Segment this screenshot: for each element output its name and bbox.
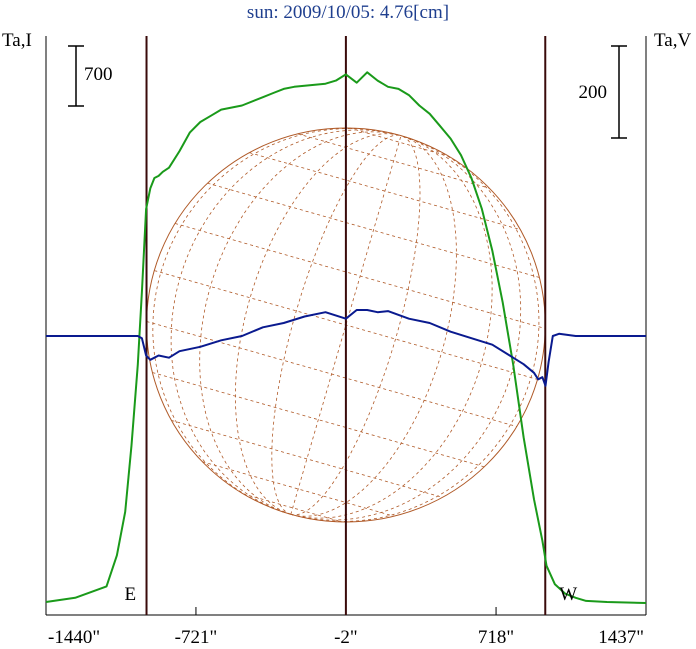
- x-tick-label: 1437": [598, 627, 644, 648]
- polarization-series-line: [46, 309, 646, 387]
- longitude-line: [152, 128, 402, 515]
- west-marker: W: [559, 584, 577, 605]
- chart-title: sun: 2009/10/05: 4.76[cm]: [246, 2, 450, 23]
- latitude-line: [297, 133, 490, 189]
- longitude-line: [271, 134, 402, 515]
- longitude-line: [290, 135, 457, 517]
- latitude-line: [349, 127, 449, 157]
- latitude-line: [171, 420, 443, 498]
- longitude-line: [199, 131, 402, 515]
- longitude-line: [290, 135, 522, 521]
- latitude-line: [243, 493, 343, 523]
- east-marker: E: [125, 584, 137, 605]
- intensity-series-line: [45, 71, 647, 604]
- longitude-line: [234, 133, 402, 515]
- longitude-line: [290, 135, 402, 515]
- longitude-line: [290, 135, 421, 516]
- longitude-line: [170, 129, 402, 515]
- x-tick-label: -721": [175, 627, 218, 648]
- x-tick-label: -1440": [48, 627, 100, 648]
- longitude-line: [290, 135, 493, 519]
- longitude-line: [290, 135, 540, 522]
- right-axis-label: Ta,V: [654, 30, 692, 51]
- left-axis-label: Ta,I: [2, 30, 32, 51]
- x-tick-label: 718": [478, 627, 514, 648]
- right-scale-value: 200: [579, 82, 608, 103]
- left-scale-value: 700: [84, 64, 113, 85]
- x-tick-label: -2": [334, 627, 358, 648]
